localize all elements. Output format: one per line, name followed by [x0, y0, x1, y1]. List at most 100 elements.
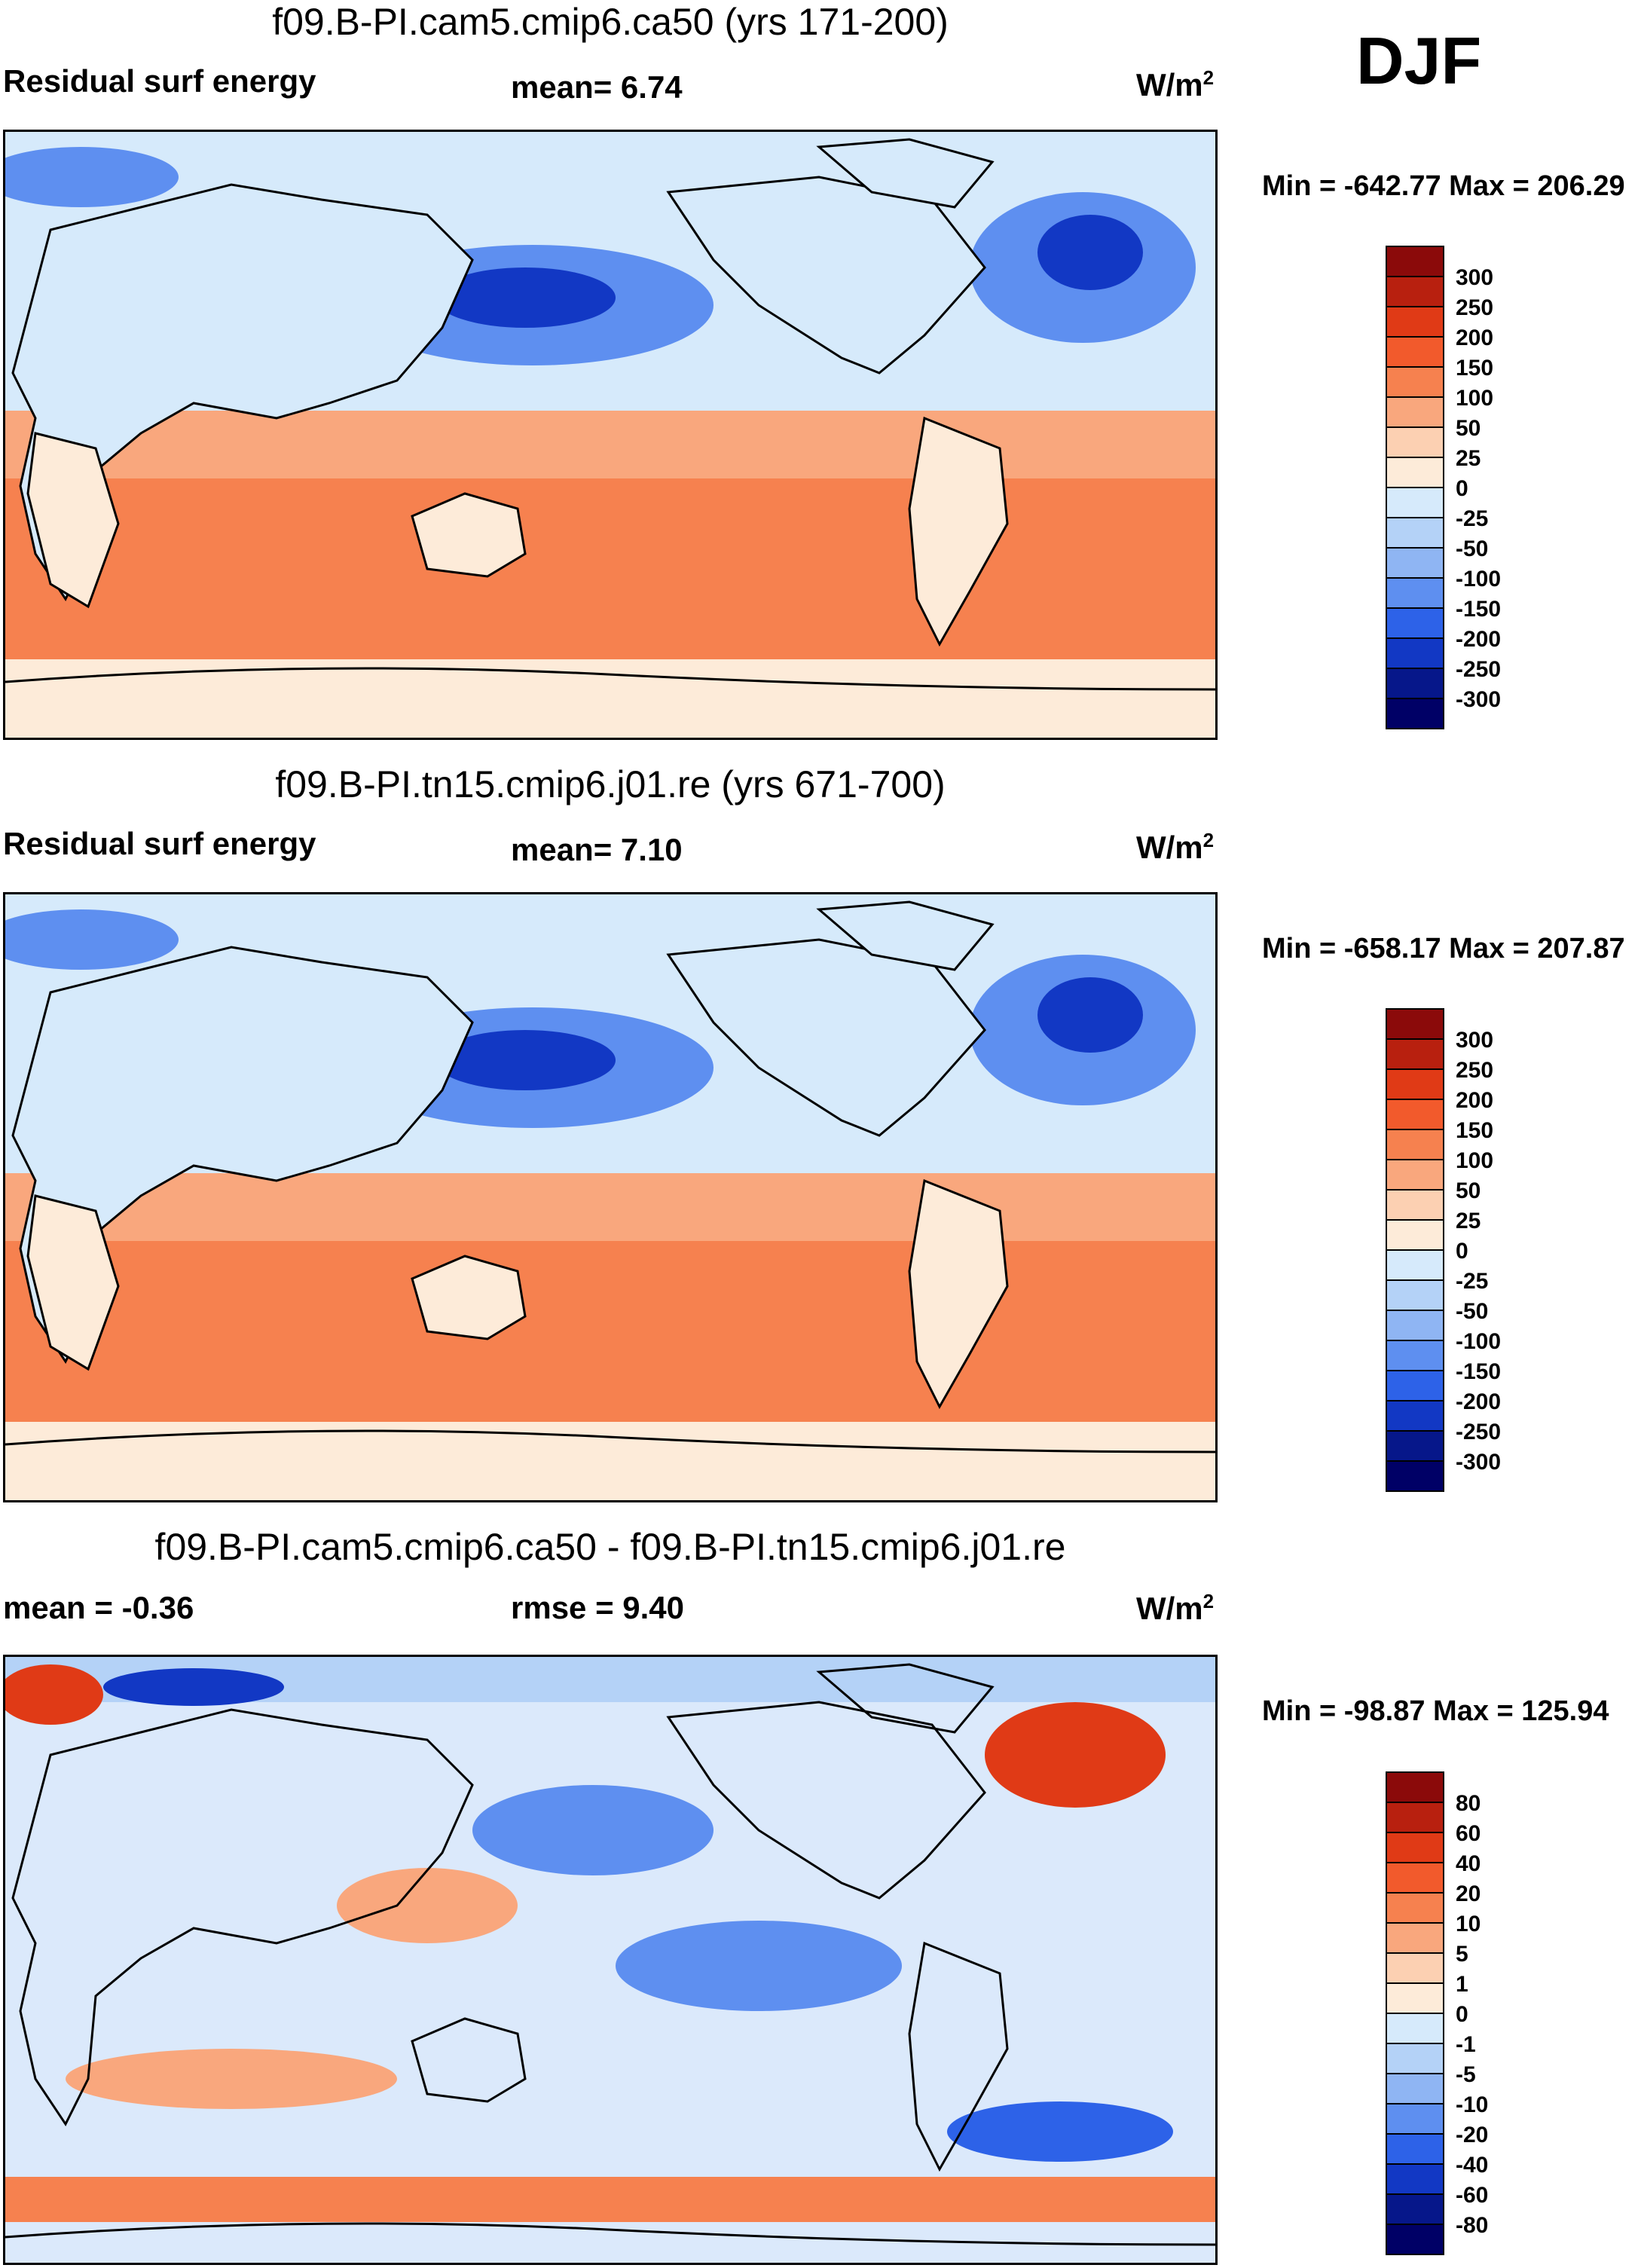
colorbar-tick-label: 100: [1456, 386, 1493, 411]
colorbar-swatch: [1386, 1982, 1444, 2014]
panel1-colorbar: 300 250 200 150 100 50 25 0 -25 -50 -100 -150 -200 -2…: [1385, 245, 1611, 730]
panel1-title: f09.B-PI.cam5.cmip6.ca50 (yrs 171-200): [272, 1, 949, 43]
colorbar-swatch: [1386, 2193, 1444, 2225]
colorbar-tick-label: 0: [1456, 1239, 1468, 1264]
colorbar-swatch: [1386, 1068, 1444, 1100]
colorbar-swatch: [1386, 607, 1444, 639]
indian-ocean-warm: [66, 2049, 397, 2109]
colorbar-tick-label: -150: [1456, 1359, 1501, 1384]
colorbar-swatch: [1386, 1771, 1444, 1803]
colorbar-tick-label: 300: [1456, 265, 1493, 290]
panel2-title: f09.B-PI.tn15.cmip6.j01.re (yrs 671-700): [275, 763, 946, 805]
colorbar-swatch: [1386, 396, 1444, 428]
colorbar-swatch: [1386, 2163, 1444, 2195]
colorbar-swatch: [1386, 426, 1444, 458]
colorbar-swatch: [1386, 698, 1444, 729]
east-pacific-cold: [616, 1921, 902, 2011]
colorbar-swatch: [1386, 1340, 1444, 1371]
panel3-map: [3, 1655, 1218, 2265]
colorbar-swatch: [1386, 1862, 1444, 1894]
colorbar-tick-label: 250: [1456, 1058, 1493, 1083]
south-atlantic-cold: [947, 2101, 1173, 2162]
colorbar-swatch: [1386, 1430, 1444, 1462]
colorbar-tick-label: -1: [1456, 2032, 1476, 2057]
colorbar-tick-label: 60: [1456, 1821, 1481, 1846]
panel1-map: [3, 130, 1218, 740]
colorbar-tick-label: -100: [1456, 1329, 1501, 1354]
panel1-left-label: Residual surf energy: [3, 63, 316, 99]
colorbar-swatch: [1386, 547, 1444, 579]
antarctica-outline: [5, 667, 1215, 691]
panel3-units: W/m2: [1136, 1590, 1215, 1626]
colorbar-tick-label: -20: [1456, 2123, 1488, 2147]
panel2-units: W/m2: [1136, 829, 1215, 865]
panel3-title: f09.B-PI.cam5.cmip6.ca50 - f09.B-PI.tn15…: [154, 1526, 1066, 1568]
colorbar-swatch: [1386, 1892, 1444, 1924]
colorbar-tick-label: -300: [1456, 687, 1501, 712]
colorbar-swatch: [1386, 1249, 1444, 1281]
colorbar-swatch: [1386, 1038, 1444, 1070]
panel3-mean: mean = -0.36: [3, 1590, 194, 1625]
africa-outline: [26, 432, 120, 609]
colorbar-tick-label: 200: [1456, 326, 1493, 350]
panel2-mean: mean= 7.10: [511, 832, 683, 867]
panel3-rmse: rmse = 9.40: [511, 1590, 685, 1625]
colorbar-swatch: [1386, 1922, 1444, 1954]
colorbar-swatch: [1386, 366, 1444, 398]
eurasia-africa-outline: [11, 1708, 474, 2126]
colorbar-swatch: [1386, 1400, 1444, 1432]
colorbar-tick-label: 80: [1456, 1791, 1481, 1816]
tropical-band: [5, 411, 1215, 478]
colorbar-tick-label: -200: [1456, 1389, 1501, 1414]
colorbar-swatch: [1386, 246, 1444, 277]
colorbar-tick-label: 250: [1456, 295, 1493, 320]
colorbar-swatch: [1386, 1099, 1444, 1130]
colorbar-swatch: [1386, 1370, 1444, 1401]
antarctic-band: [5, 1422, 1215, 1500]
west-pacific-warm: [337, 1868, 518, 1943]
colorbar-swatch: [1386, 276, 1444, 307]
antarctica-outline: [5, 2222, 1215, 2246]
colorbar-swatch: [1386, 637, 1444, 669]
colorbar-swatch: [1386, 1219, 1444, 1251]
panel2-map: [3, 892, 1218, 1502]
colorbar-tick-label: 10: [1456, 1912, 1481, 1936]
colorbar-swatch: [1386, 2073, 1444, 2104]
africa-outline: [26, 1194, 120, 1371]
greenland-outline: [816, 1663, 995, 1734]
colorbar-swatch: [1386, 1832, 1444, 1863]
australia-outline: [411, 1255, 527, 1340]
colorbar-swatch: [1386, 2133, 1444, 2165]
colorbar-tick-label: -150: [1456, 597, 1501, 622]
colorbar-swatch: [1386, 668, 1444, 699]
colorbar-tick-label: -25: [1456, 1269, 1488, 1294]
colorbar-tick-label: -50: [1456, 1299, 1488, 1324]
colorbar-tick-label: 200: [1456, 1088, 1493, 1113]
colorbar-swatch: [1386, 1802, 1444, 1833]
colorbar-tick-label: 5: [1456, 1942, 1468, 1967]
colorbar-tick-label: 1: [1456, 1972, 1468, 1997]
colorbar-tick-label: 0: [1456, 476, 1468, 501]
eurasia-africa-outline: [11, 946, 474, 1364]
eurasia-africa-outline: [11, 183, 474, 601]
colorbar-tick-label: -10: [1456, 2092, 1488, 2117]
arctic-anomaly: [5, 909, 179, 970]
colorbar-swatch: [1386, 336, 1444, 368]
southern-ocean-warm: [5, 2177, 1215, 2222]
gulfstream-core: [1037, 215, 1143, 290]
colorbar-tick-label: 300: [1456, 1028, 1493, 1053]
colorbar-swatch: [1386, 2103, 1444, 2135]
panel2-minmax: Min = -658.17 Max = 207.87: [1262, 933, 1625, 964]
colorbar-tick-label: 150: [1456, 1118, 1493, 1143]
colorbar-tick-label: -40: [1456, 2153, 1488, 2178]
antarctic-band: [5, 659, 1215, 738]
colorbar-tick-label: -200: [1456, 627, 1501, 652]
colorbar-swatch: [1386, 1952, 1444, 1984]
colorbar-swatch: [1386, 1279, 1444, 1311]
north-atlantic-warm: [985, 1702, 1166, 1808]
colorbar-tick-label: 50: [1456, 1178, 1481, 1203]
colorbar-tick-label: -250: [1456, 1420, 1501, 1444]
colorbar-swatch: [1386, 1310, 1444, 1341]
colorbar-tick-label: -80: [1456, 2213, 1488, 2238]
colorbar-tick-label: 25: [1456, 1209, 1481, 1233]
